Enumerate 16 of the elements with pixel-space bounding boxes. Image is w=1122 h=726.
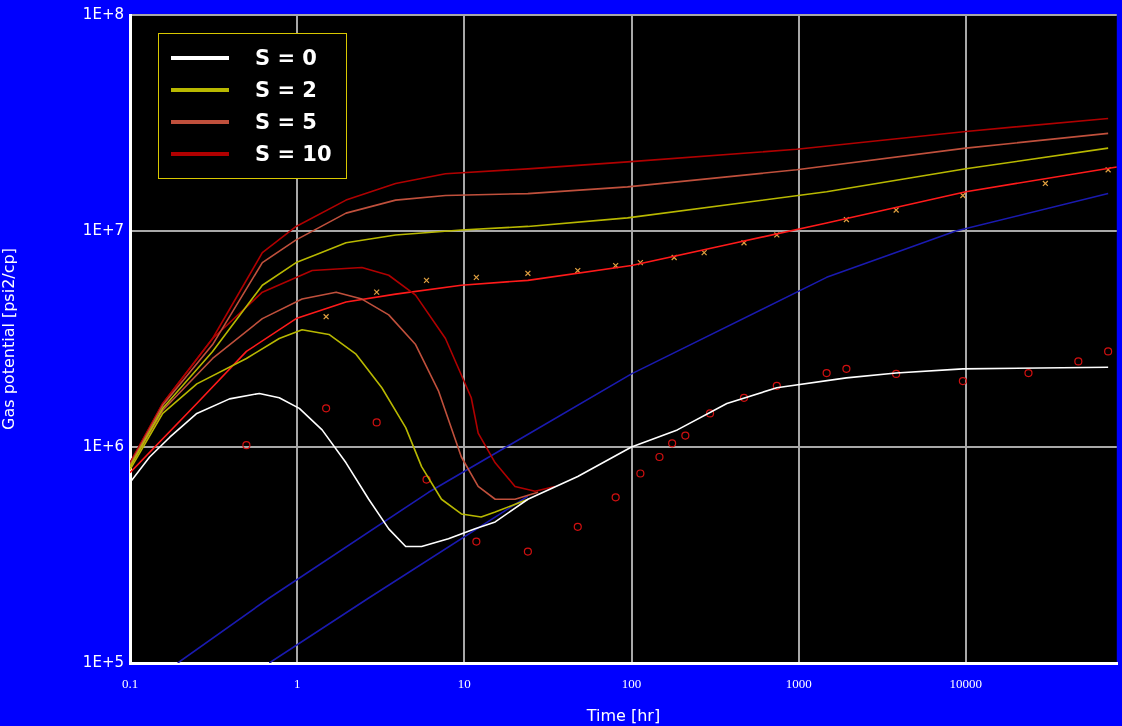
y-axis-title: Gas potential [psi2/cp]: [0, 248, 18, 430]
x-axis-title: Time [hr]: [585, 705, 661, 725]
x-tick-label: 10: [457, 676, 471, 692]
legend-label: S = 10: [255, 142, 332, 166]
y-tick-label: 1E+6: [82, 436, 124, 455]
y-tick-label: 1E+7: [82, 220, 124, 239]
legend-label: S = 0: [255, 46, 317, 70]
x-tick-label: 1: [293, 676, 301, 692]
y-tick-label: 1E+8: [82, 4, 124, 23]
x-tick-label: 10000: [949, 676, 983, 692]
x-tick-label: 100: [621, 676, 642, 692]
x-tick-label: 1000: [785, 676, 812, 692]
x-tick-label: 0.1: [121, 676, 139, 692]
legend-label: S = 2: [255, 78, 317, 102]
y-tick-label: 1E+5: [82, 652, 124, 671]
legend-label: S = 5: [255, 110, 317, 134]
